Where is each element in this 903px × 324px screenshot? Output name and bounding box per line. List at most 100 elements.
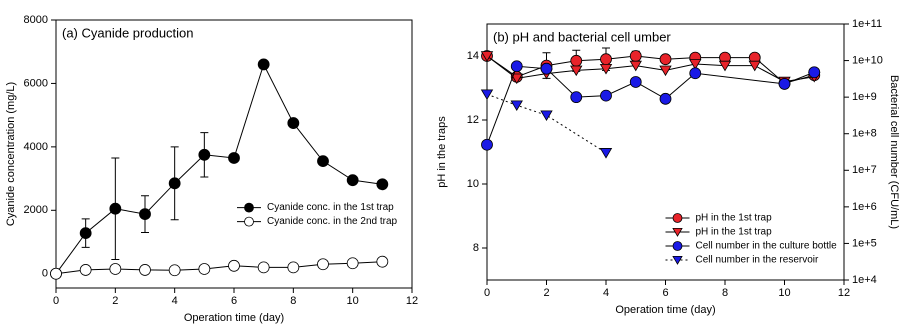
marker (109, 202, 122, 215)
marker (659, 53, 672, 66)
marker (570, 65, 583, 77)
y2-tick-label: 1e+8 (852, 128, 877, 140)
y2-axis-label: Bacterial cell number (CFU/mL) (888, 75, 900, 229)
marker (599, 148, 613, 159)
marker (244, 202, 254, 213)
x-tick-label: 0 (53, 295, 59, 307)
legend-label: Cell number in the reservoir (696, 255, 819, 266)
marker (748, 60, 761, 72)
x-axis-label: Operation time (day) (184, 312, 284, 324)
marker (689, 59, 702, 70)
x-tick-label: 2 (112, 295, 118, 307)
series-line (486, 65, 815, 145)
y2-tick-label: 1e+10 (852, 54, 883, 66)
y-axis-label: pH in the traps (436, 116, 448, 188)
marker (540, 62, 553, 75)
marker (540, 110, 553, 121)
marker (228, 152, 240, 164)
marker (139, 264, 151, 276)
y-tick-label: 12 (467, 114, 479, 126)
y-tick-label: 6000 (24, 77, 48, 89)
legend-label: Cell number in the culture bottle (696, 241, 838, 252)
marker (672, 255, 683, 265)
y-tick-label: 2000 (24, 204, 48, 216)
legend-label: Cyanide conc. in the 2nd trap (267, 216, 398, 227)
marker (139, 208, 151, 221)
marker (689, 67, 702, 80)
y2-tick-label: 1e+4 (852, 274, 877, 286)
marker (672, 241, 683, 251)
marker (346, 174, 359, 187)
marker (257, 58, 270, 71)
x-tick-label: 0 (484, 287, 490, 299)
x-tick-label: 4 (172, 295, 178, 307)
x-tick-label: 6 (662, 287, 668, 299)
marker (510, 100, 523, 111)
marker (168, 177, 181, 190)
marker (629, 60, 642, 72)
series-line (55, 261, 383, 275)
y-tick-label: 10 (467, 178, 479, 190)
marker (346, 257, 359, 270)
series-line (486, 55, 815, 83)
legend-label: pH in the 1st trap (696, 213, 773, 224)
marker (629, 50, 642, 62)
marker (570, 91, 583, 104)
x-tick-label: 12 (838, 287, 850, 299)
y2-tick-label: 1e+5 (852, 237, 877, 249)
chart-title: (b) pH and bacterial cell umber (493, 29, 671, 44)
y-axis-label: Cyanide concentration (mg/L) (5, 82, 17, 226)
marker (109, 263, 122, 275)
marker (287, 117, 300, 129)
marker (168, 264, 181, 277)
x-tick-label: 4 (603, 287, 609, 299)
marker (376, 178, 389, 191)
x-axis-label: Operation time (day) (615, 304, 715, 316)
marker (198, 263, 211, 275)
marker (808, 66, 821, 79)
x-tick-label: 8 (722, 287, 728, 299)
marker (480, 51, 494, 62)
marker (600, 89, 612, 102)
marker (79, 227, 92, 240)
series-line (486, 55, 815, 84)
marker (480, 89, 494, 100)
legend-label: Cyanide conc. in the 1st trap (267, 202, 394, 213)
marker (287, 261, 300, 274)
marker (570, 54, 583, 67)
marker (659, 92, 672, 105)
y2-tick-label: 1e+7 (852, 164, 877, 176)
marker (257, 261, 270, 274)
marker (50, 267, 62, 280)
x-tick-label: 8 (290, 295, 296, 307)
series-line (486, 93, 607, 154)
marker (198, 148, 211, 161)
marker (659, 65, 672, 77)
x-tick-label: 6 (231, 295, 237, 307)
chart-title: (a) Cyanide production (62, 25, 194, 40)
y2-tick-label: 1e+11 (852, 18, 882, 30)
y2-tick-label: 1e+9 (852, 91, 877, 103)
marker (600, 53, 612, 66)
marker (718, 60, 732, 72)
x-tick-label: 10 (347, 295, 359, 307)
marker (672, 213, 683, 223)
marker (672, 228, 683, 237)
marker (244, 216, 254, 227)
marker (510, 73, 523, 85)
marker (778, 78, 791, 90)
x-tick-label: 10 (778, 287, 790, 299)
y2-tick-label: 1e+6 (852, 201, 877, 213)
y-tick-label: 8000 (24, 14, 48, 26)
y-tick-label: 0 (42, 268, 48, 280)
marker (510, 60, 523, 73)
marker (376, 255, 389, 268)
marker (317, 258, 329, 271)
y-tick-label: 4000 (24, 141, 48, 153)
series-line (55, 63, 383, 275)
marker (599, 64, 613, 75)
marker (228, 259, 240, 272)
y-tick-label: 8 (473, 242, 479, 254)
marker (317, 155, 329, 168)
